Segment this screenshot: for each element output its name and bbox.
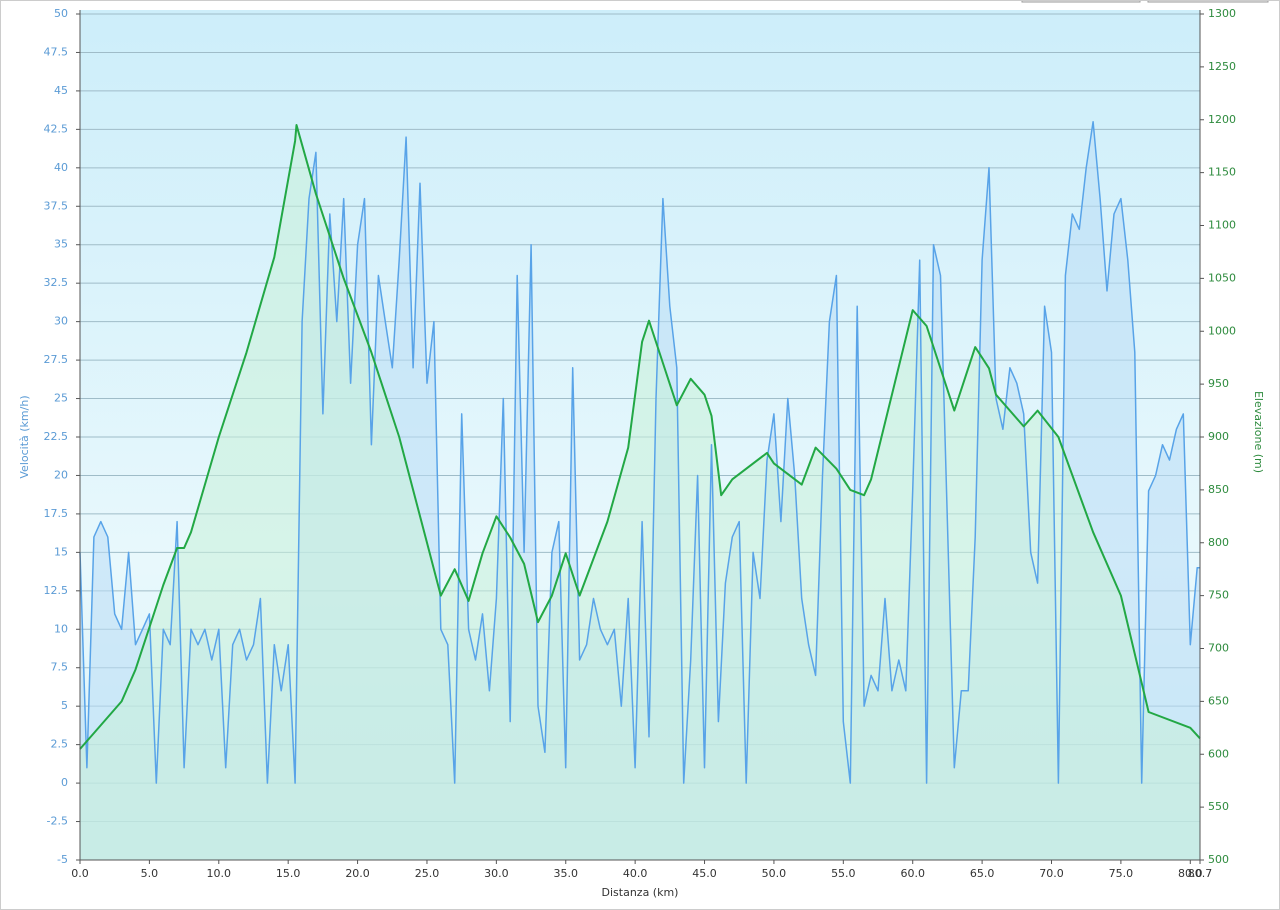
y-tick-label: 0 <box>61 776 68 789</box>
y-tick-label: 47.5 <box>44 45 69 58</box>
y-tick-label: 17.5 <box>44 507 69 520</box>
y-tick-label: 32.5 <box>44 276 69 289</box>
y2-tick-label: 950 <box>1208 377 1229 390</box>
y2-tick-label: 600 <box>1208 747 1229 760</box>
y-tick-label: 12.5 <box>44 584 69 597</box>
x-tick-label: 40.0 <box>623 867 648 880</box>
y2-tick-label: 750 <box>1208 589 1229 602</box>
y-tick-label: 42.5 <box>44 122 69 135</box>
y-tick-label: 20 <box>54 468 68 481</box>
x-tick-label: 15.0 <box>276 867 301 880</box>
x-axis-label: Distanza (km) <box>602 886 679 899</box>
y2-tick-label: 1200 <box>1208 113 1236 126</box>
x-tick-label: 50.0 <box>762 867 787 880</box>
x-tick-label: 25.0 <box>415 867 440 880</box>
y2-tick-label: 1250 <box>1208 60 1236 73</box>
y-tick-label: 50 <box>54 7 68 20</box>
y2-tick-label: 700 <box>1208 642 1229 655</box>
x-tick-label: 45.0 <box>692 867 717 880</box>
y2-tick-label: 1000 <box>1208 324 1236 337</box>
y-tick-label: 45 <box>54 84 68 97</box>
x-tick-label: 80.7 <box>1188 867 1213 880</box>
y2-tick-label: 500 <box>1208 853 1229 866</box>
y2-tick-label: 900 <box>1208 430 1229 443</box>
y-tick-label: -2.5 <box>47 815 68 828</box>
y2-tick-label: 850 <box>1208 483 1229 496</box>
x-tick-label: 5.0 <box>141 867 159 880</box>
x-tick-label: 0.0 <box>71 867 89 880</box>
y2-axis-label: Elevazione (m) <box>1252 391 1265 473</box>
y2-tick-label: 550 <box>1208 800 1229 813</box>
y-tick-label: 37.5 <box>44 199 69 212</box>
x-tick-label: 30.0 <box>484 867 509 880</box>
y2-tick-label: 1300 <box>1208 7 1236 20</box>
y-tick-label: -5 <box>57 853 68 866</box>
x-tick-label: 65.0 <box>970 867 995 880</box>
x-tick-label: 60.0 <box>900 867 925 880</box>
y-tick-label: 2.5 <box>51 738 69 751</box>
y-tick-label: 25 <box>54 392 68 405</box>
x-tick-label: 10.0 <box>207 867 232 880</box>
y-tick-label: 30 <box>54 315 68 328</box>
y-tick-label: 40 <box>54 161 68 174</box>
area-fill <box>80 125 1200 860</box>
y-tick-label: 5 <box>61 699 68 712</box>
y2-tick-label: 650 <box>1208 694 1229 707</box>
x-tick-label: 20.0 <box>345 867 370 880</box>
y2-tick-label: 1100 <box>1208 219 1236 232</box>
y-tick-label: 10 <box>54 622 68 635</box>
series-line <box>79 120 1200 784</box>
x-tick-label: 55.0 <box>831 867 856 880</box>
x-tick-label: 35.0 <box>553 867 578 880</box>
x-tick-label: 80.0 <box>1178 867 1203 880</box>
y2-tick-label: 1150 <box>1208 166 1236 179</box>
x-tick-label: 70.0 <box>1039 867 1064 880</box>
y-tick-label: 27.5 <box>44 353 69 366</box>
y-tick-label: 22.5 <box>44 430 69 443</box>
y-axis-label: Velocità (km/h) <box>18 395 31 478</box>
series-line <box>79 124 1201 750</box>
y-tick-label: 15 <box>54 545 68 558</box>
y-tick-label: 7.5 <box>51 661 69 674</box>
x-tick-label: 75.0 <box>1109 867 1134 880</box>
y-tick-label: 35 <box>54 238 68 251</box>
y2-tick-label: 1050 <box>1208 271 1236 284</box>
y2-tick-label: 800 <box>1208 536 1229 549</box>
